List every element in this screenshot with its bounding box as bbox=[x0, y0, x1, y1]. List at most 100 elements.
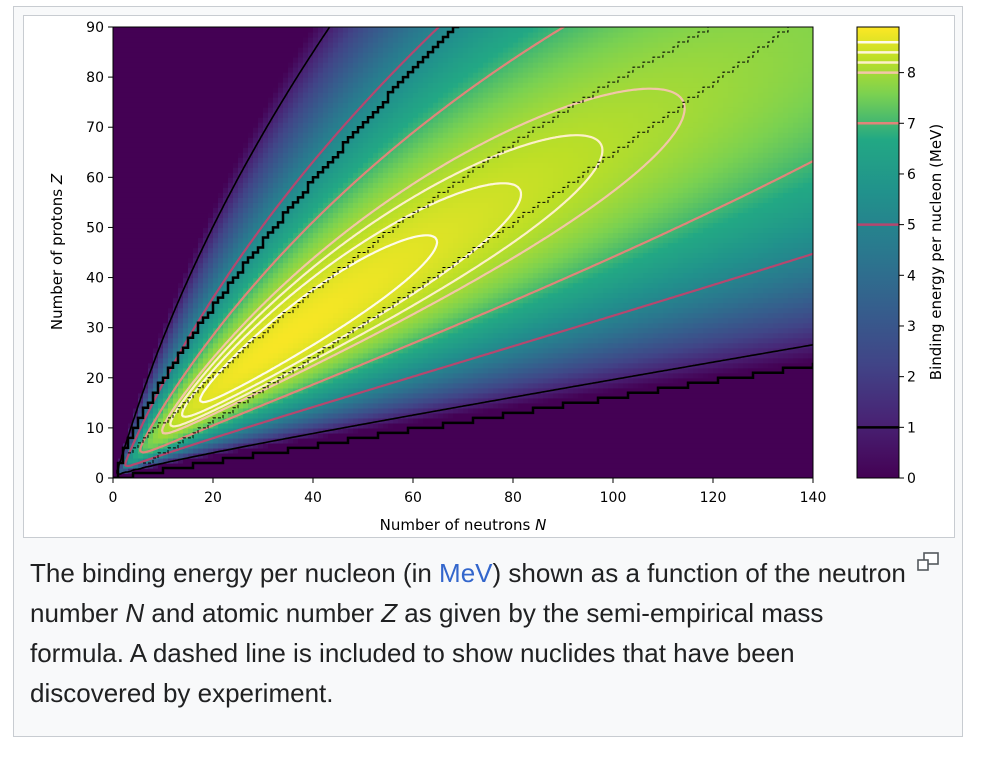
heatmap-cell bbox=[213, 447, 219, 454]
heatmap-cell bbox=[303, 332, 309, 339]
heatmap-cell bbox=[288, 122, 294, 128]
heatmap-cell bbox=[343, 167, 349, 173]
heatmap-cell bbox=[148, 107, 154, 113]
heatmap-cell bbox=[198, 257, 204, 264]
heatmap-cell bbox=[358, 47, 364, 53]
heatmap-cell bbox=[158, 427, 164, 434]
heatmap-cell bbox=[383, 87, 389, 93]
heatmap-cell bbox=[358, 357, 364, 364]
heatmap-cell bbox=[188, 372, 194, 379]
heatmap-cell bbox=[348, 272, 354, 279]
heatmap-cell bbox=[323, 47, 329, 53]
heatmap-cell bbox=[343, 372, 349, 379]
heatmap-cell bbox=[238, 427, 244, 434]
heatmap-cell bbox=[378, 347, 384, 354]
heatmap-cell bbox=[173, 132, 179, 138]
heatmap-cell bbox=[368, 227, 374, 234]
heatmap-cell bbox=[368, 52, 374, 58]
heatmap-cell bbox=[183, 322, 189, 329]
heatmap-cell bbox=[288, 337, 294, 344]
heatmap-cell bbox=[278, 382, 284, 389]
heatmap-cell bbox=[278, 442, 284, 449]
heatmap-cell bbox=[318, 87, 324, 93]
heatmap-cell bbox=[208, 307, 214, 314]
heatmap-cell bbox=[128, 322, 134, 329]
heatmap-cell bbox=[178, 92, 184, 98]
heatmap-cell bbox=[383, 442, 389, 449]
heatmap-cell bbox=[263, 67, 269, 73]
heatmap-cell bbox=[308, 447, 314, 454]
heatmap-cell bbox=[123, 87, 129, 93]
heatmap-cell bbox=[143, 332, 149, 339]
heatmap-cell bbox=[333, 422, 339, 429]
heatmap-cell bbox=[333, 127, 339, 133]
heatmap-cell bbox=[253, 122, 259, 128]
heatmap-cell bbox=[293, 162, 299, 168]
heatmap-cell bbox=[168, 312, 174, 319]
heatmap-cell bbox=[163, 32, 169, 38]
heatmap-cell bbox=[183, 352, 189, 359]
heatmap-cell bbox=[363, 452, 369, 459]
heatmap-cell bbox=[378, 167, 384, 173]
heatmap-cell bbox=[368, 372, 374, 379]
heatmap-cell bbox=[278, 352, 284, 359]
heatmap-cell bbox=[303, 52, 309, 58]
heatmap-cell bbox=[313, 307, 319, 314]
heatmap-cell bbox=[373, 402, 379, 409]
heatmap-cell bbox=[163, 222, 169, 229]
heatmap-cell bbox=[263, 457, 269, 464]
heatmap-cell bbox=[293, 357, 299, 364]
heatmap-cell bbox=[208, 152, 214, 158]
heatmap-cell bbox=[143, 292, 149, 299]
heatmap-cell bbox=[243, 462, 249, 469]
heatmap-cell bbox=[368, 242, 374, 249]
heatmap-cell bbox=[383, 372, 389, 379]
heatmap-cell bbox=[113, 62, 119, 68]
heatmap-cell bbox=[318, 177, 324, 183]
heatmap-cell bbox=[283, 472, 289, 478]
heatmap-cell bbox=[338, 457, 344, 464]
heatmap-cell bbox=[168, 147, 174, 153]
heatmap-cell bbox=[238, 207, 244, 214]
heatmap-cell bbox=[253, 372, 259, 379]
heatmap-cell bbox=[278, 267, 284, 274]
heatmap-cell bbox=[113, 102, 119, 108]
heatmap-cell bbox=[338, 367, 344, 374]
heatmap-cell bbox=[313, 302, 319, 309]
heatmap-cell bbox=[168, 117, 174, 123]
heatmap-cell bbox=[323, 62, 329, 68]
heatmap-cell bbox=[318, 322, 324, 329]
heatmap-cell bbox=[298, 322, 304, 329]
heatmap-cell bbox=[243, 222, 249, 229]
heatmap-cell bbox=[293, 132, 299, 138]
heatmap-cell bbox=[293, 302, 299, 309]
heatmap-cell bbox=[328, 377, 334, 384]
heatmap-cell bbox=[388, 407, 394, 414]
heatmap-cell bbox=[273, 407, 279, 414]
heatmap-cell bbox=[353, 82, 359, 88]
heatmap-cell bbox=[323, 367, 329, 374]
heatmap-cell bbox=[213, 77, 219, 83]
heatmap-cell bbox=[138, 327, 144, 334]
heatmap-cell bbox=[383, 327, 389, 334]
heatmap-cell bbox=[238, 407, 244, 414]
heatmap-cell bbox=[378, 32, 384, 38]
heatmap-cell bbox=[248, 277, 254, 284]
heatmap-cell bbox=[323, 392, 329, 399]
heatmap-cell bbox=[308, 467, 314, 474]
heatmap-cell bbox=[113, 387, 119, 394]
heatmap-cell bbox=[278, 62, 284, 68]
heatmap-cell bbox=[188, 97, 194, 103]
heatmap-cell bbox=[153, 112, 159, 118]
heatmap-cell bbox=[363, 27, 369, 33]
heatmap-cell bbox=[243, 372, 249, 379]
heatmap-cell bbox=[293, 452, 299, 459]
heatmap-cell bbox=[193, 217, 199, 224]
heatmap-cell bbox=[148, 437, 154, 444]
heatmap-cell bbox=[303, 417, 309, 424]
heatmap-cell bbox=[223, 182, 229, 188]
heatmap-cell bbox=[123, 67, 129, 73]
heatmap-cell bbox=[343, 82, 349, 88]
heatmap-cell bbox=[123, 427, 129, 434]
heatmap-cell bbox=[343, 87, 349, 93]
